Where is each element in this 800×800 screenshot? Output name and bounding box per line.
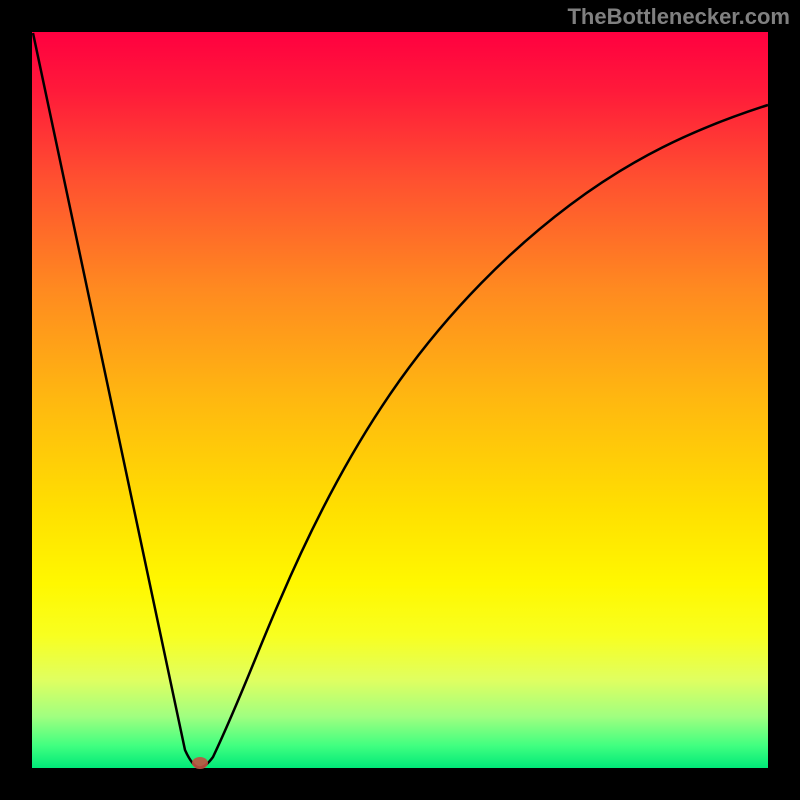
plot-background (32, 32, 768, 768)
watermark-text: TheBottlenecker.com (567, 4, 790, 30)
chart-svg (0, 0, 800, 800)
minimum-marker (192, 757, 208, 769)
chart-container: TheBottlenecker.com (0, 0, 800, 800)
